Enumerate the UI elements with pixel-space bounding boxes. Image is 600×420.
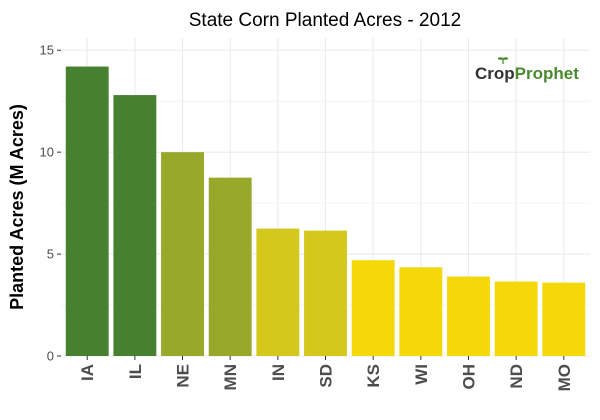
bar-sd [304, 230, 347, 356]
bar-ks [351, 260, 395, 356]
y-tick-label: 15 [40, 43, 54, 58]
svg-text:CropProphet: CropProphet [475, 64, 579, 83]
bar-oh [447, 276, 490, 356]
x-tick-label-wi: WI [412, 364, 431, 385]
bar-wi [399, 267, 443, 356]
x-tick-label-in: IN [269, 364, 288, 381]
bar-nd [494, 281, 538, 356]
bar-in [256, 228, 300, 356]
x-tick-label-mn: MN [221, 364, 240, 390]
y-tick-label: 0 [47, 349, 54, 364]
chart-title: State Corn Planted Acres - 2012 [189, 10, 462, 31]
y-tick-label: 10 [40, 145, 54, 160]
logo-text-prophet: Prophet [515, 64, 580, 83]
bar-ia [65, 66, 109, 357]
cropprophet-logo: CropProphet [475, 57, 579, 83]
sprout-icon [497, 57, 509, 64]
x-tick-label-nd: ND [507, 364, 526, 389]
x-tick-label-mo: MO [555, 364, 574, 391]
y-tick-label: 5 [47, 247, 54, 262]
x-tick-label-ks: KS [364, 364, 383, 388]
bar-mo [542, 282, 586, 356]
x-tick-label-ne: NE [174, 364, 193, 388]
x-tick-label-il: IL [126, 364, 145, 379]
x-axis-ticks: IA IL NE MN IN SD KS WI OH ND MO [78, 356, 574, 391]
bar-ne [161, 152, 204, 356]
x-tick-label-sd: SD [317, 364, 336, 388]
y-axis-label: Planted Acres (M Acres) [7, 104, 27, 310]
bar-mn [208, 177, 252, 356]
logo-text-crop: Crop [475, 64, 515, 83]
bar-il [113, 95, 157, 357]
bars [65, 66, 586, 357]
x-tick-label-ia: IA [78, 364, 97, 381]
x-tick-label-oh: OH [459, 364, 478, 390]
y-axis-ticks: 0 5 10 15 [40, 43, 61, 364]
